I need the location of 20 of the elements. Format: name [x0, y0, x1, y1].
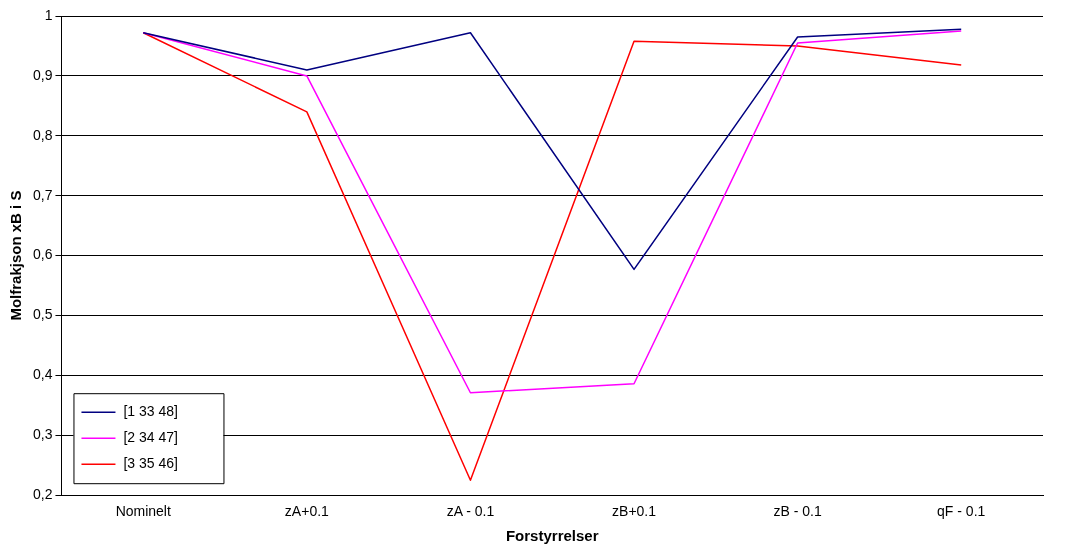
y-tick-label: 0,9	[32, 66, 53, 83]
x-axis-title: Forstyrrelser	[505, 527, 599, 545]
y-tick-label: 0,7	[32, 186, 53, 203]
y-tick-label: 0,4	[32, 366, 53, 383]
legend-label: [3 35 46]	[123, 455, 178, 472]
x-tick-label: zA - 0.1	[446, 503, 495, 520]
x-tick-label: zB+0.1	[612, 503, 657, 520]
y-tick-label: 0,2	[32, 486, 53, 503]
y-tick-label: 1	[44, 6, 53, 23]
x-tick-label: Nominelt	[115, 503, 171, 520]
y-tick-label: 0,5	[32, 306, 53, 323]
y-tick-label: 0,6	[32, 246, 53, 263]
legend-label: [2 34 47]	[123, 429, 178, 446]
legend-label: [1 33 48]	[123, 403, 178, 420]
x-tick-label: zA+0.1	[284, 503, 330, 520]
x-tick-label: zB - 0.1	[773, 503, 822, 520]
y-axis-title: Molfrakjson xB i S	[7, 190, 25, 321]
y-tick-label: 0,3	[32, 426, 53, 443]
y-tick-label: 0,8	[32, 126, 53, 143]
x-tick-label: qF - 0.1	[937, 503, 986, 520]
